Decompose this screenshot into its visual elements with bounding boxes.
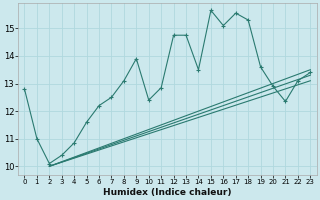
X-axis label: Humidex (Indice chaleur): Humidex (Indice chaleur)	[103, 188, 232, 197]
